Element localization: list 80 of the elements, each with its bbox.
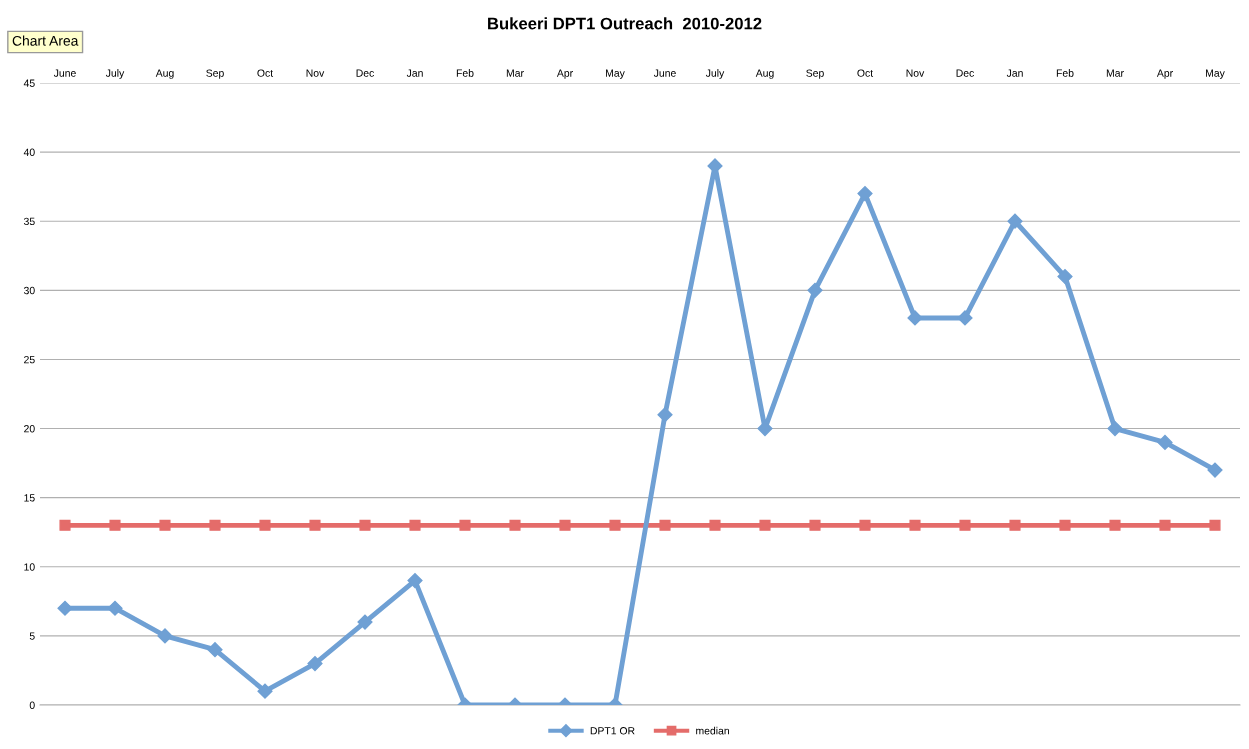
point xyxy=(907,310,923,326)
point xyxy=(959,519,971,531)
x-tick-label: Dec xyxy=(956,69,974,77)
point xyxy=(957,310,973,326)
point xyxy=(1107,420,1123,437)
legend-label: DPT1 OR xyxy=(590,727,635,735)
x-tick-label: Jan xyxy=(406,69,423,77)
point xyxy=(857,186,873,202)
point xyxy=(1209,519,1221,531)
point xyxy=(1157,434,1173,450)
x-tick-label: Nov xyxy=(906,69,925,77)
y-tick-label: 5 xyxy=(29,632,35,640)
y-tick-label: 15 xyxy=(24,494,35,502)
point xyxy=(459,519,471,531)
point xyxy=(107,600,123,616)
y-tick-label: 25 xyxy=(24,355,35,364)
y-tick-label: 20 xyxy=(24,425,35,433)
point xyxy=(409,519,421,531)
point xyxy=(259,519,271,531)
point xyxy=(359,519,371,531)
x-tick-label: Mar xyxy=(1106,69,1124,77)
chart-title: Bukeeri DPT1 Outreach 2010-2012 xyxy=(488,17,762,30)
x-tick-label: Sep xyxy=(206,69,224,79)
point xyxy=(807,282,823,298)
point xyxy=(309,519,321,531)
x-tick-label: Feb xyxy=(456,69,474,77)
point xyxy=(1159,519,1171,531)
x-tick-label: Apr xyxy=(556,69,573,79)
x-tick-label: May xyxy=(1206,69,1225,79)
point xyxy=(1009,519,1021,531)
point xyxy=(859,519,871,531)
x-tick-label: May xyxy=(606,69,625,79)
point xyxy=(809,519,821,531)
point xyxy=(1007,213,1023,229)
x-tick-label: Nov xyxy=(306,69,325,77)
point xyxy=(709,519,721,531)
x-tick-label: Oct xyxy=(857,69,874,77)
y-tick-label: 10 xyxy=(24,563,35,571)
point xyxy=(57,600,73,616)
point xyxy=(657,407,673,423)
x-tick-label: Jan xyxy=(1006,69,1023,77)
point xyxy=(509,519,521,531)
point xyxy=(307,655,323,672)
y-tick-label: 0 xyxy=(29,701,35,709)
x-tick-label: June xyxy=(53,69,76,77)
legend-label: median xyxy=(696,726,729,735)
point xyxy=(909,519,921,531)
point xyxy=(1057,268,1073,285)
point xyxy=(1059,519,1071,531)
point xyxy=(157,628,173,644)
point xyxy=(207,642,223,658)
x-tick-label: Dec xyxy=(356,69,374,77)
y-tick-label: 40 xyxy=(23,148,35,156)
x-tick-label: Sep xyxy=(806,69,824,79)
point xyxy=(59,519,71,531)
y-tick-label: 30 xyxy=(23,286,35,295)
point xyxy=(609,519,621,531)
x-tick-label: June xyxy=(653,69,676,77)
x-tick-label: Feb xyxy=(1056,69,1074,77)
point xyxy=(659,519,671,531)
x-tick-label: Aug xyxy=(155,69,174,79)
x-tick-label: Apr xyxy=(1156,69,1173,79)
point xyxy=(159,519,171,531)
point xyxy=(209,519,221,531)
point xyxy=(1109,519,1121,531)
x-tick-label: Aug xyxy=(755,69,774,79)
point xyxy=(1207,462,1223,478)
text: Chart Area xyxy=(12,35,79,46)
point xyxy=(559,519,571,531)
point xyxy=(257,683,273,699)
x-tick-label: July xyxy=(105,69,125,79)
point xyxy=(357,614,373,630)
x-tick-label: July xyxy=(705,69,725,79)
y-tick-label: 45 xyxy=(23,79,35,87)
point xyxy=(407,573,423,589)
x-tick-label: Mar xyxy=(506,69,524,77)
point xyxy=(759,519,771,531)
x-tick-label: Oct xyxy=(257,69,274,77)
point xyxy=(109,519,121,531)
y-tick-label: 35 xyxy=(23,217,35,226)
